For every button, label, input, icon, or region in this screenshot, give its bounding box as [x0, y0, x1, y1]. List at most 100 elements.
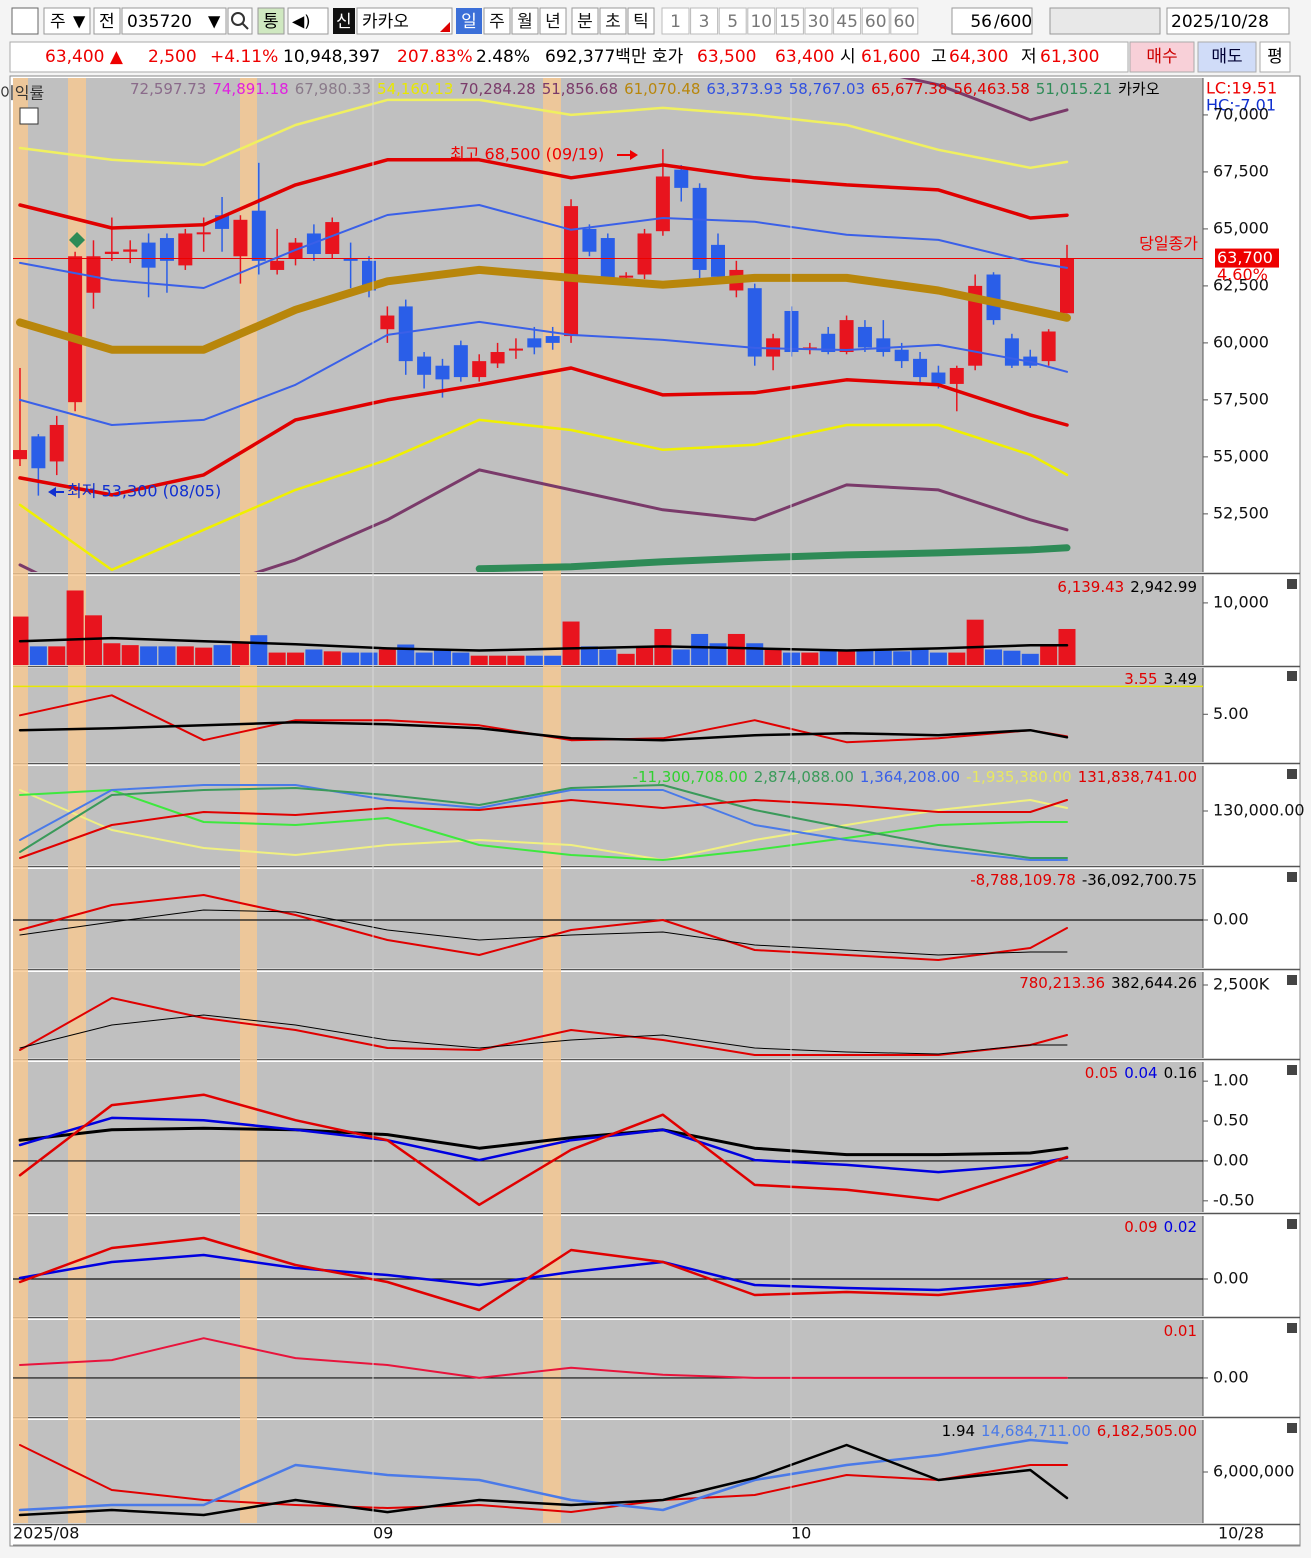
period-tab[interactable] [571, 7, 599, 35]
candle-body [821, 333, 836, 353]
period-tab-label: 월 [517, 12, 533, 32]
panel-close-button[interactable] [1287, 1065, 1297, 1075]
volume-bar [176, 646, 194, 665]
interval-button[interactable] [718, 7, 747, 35]
code-input[interactable] [121, 7, 227, 35]
candle-body [1004, 338, 1019, 366]
legend: 72,597.73 74,891.18 67,980.33 54,160.13 70,2… [130, 80, 1160, 98]
legend-item: 65,677.38 [871, 80, 947, 98]
buy-button[interactable] [1129, 41, 1195, 73]
volume-bar [966, 619, 984, 665]
indicator-line [19, 320, 1068, 426]
indicator-line [19, 789, 1068, 861]
volume-bar [323, 651, 341, 665]
indicator-line [475, 544, 1071, 572]
table-icon[interactable] [19, 107, 39, 125]
indicator-line [18, 418, 1069, 572]
panel-close-button[interactable] [1287, 1323, 1297, 1333]
legend-item: 14,684,711.00 [981, 1422, 1091, 1440]
panel-close-button[interactable] [1287, 579, 1297, 589]
legend: 3.55 3.49 [1124, 670, 1197, 688]
legend-item: 1,364,208.00 [860, 768, 960, 786]
period-tab[interactable] [539, 7, 567, 35]
panel-background [13, 1320, 1203, 1416]
legend: -8,788,109.78 -36,092,700.75 [970, 871, 1197, 889]
candle-body [49, 424, 64, 462]
panel-marks [13, 1337, 1203, 1379]
interval-button[interactable] [690, 7, 719, 35]
sin-button[interactable] [333, 8, 355, 34]
menu-button[interactable] [11, 7, 39, 35]
date-box[interactable] [1166, 7, 1290, 35]
legend-item: 56,463.58 [953, 80, 1029, 98]
signal-band [543, 78, 561, 1523]
panel-close-button[interactable] [1287, 769, 1297, 779]
interval-label: 60 [865, 12, 887, 32]
volume-bar [1040, 646, 1058, 665]
panel-close-button[interactable] [1287, 671, 1297, 681]
period-select[interactable] [43, 7, 91, 35]
indicator-line [19, 1337, 1068, 1379]
interval-button[interactable] [775, 7, 804, 35]
period-tab[interactable] [627, 7, 655, 35]
interval-label: 1 [670, 12, 681, 32]
volume-bar [929, 652, 947, 665]
y-tick-label: 60,000 [1213, 332, 1269, 351]
indicator-line [19, 1014, 1068, 1055]
interval-button[interactable] [861, 7, 890, 35]
period-tab[interactable] [483, 7, 511, 35]
period-tab[interactable] [511, 7, 539, 35]
panel-close-button[interactable] [1287, 1219, 1297, 1229]
period-tab[interactable] [599, 7, 627, 35]
tong-button[interactable] [257, 7, 285, 35]
candle-body [178, 233, 193, 266]
interval-button[interactable] [833, 7, 862, 35]
volume-bar [856, 650, 874, 665]
indicator-line [19, 784, 1068, 861]
y-tick-label: 1.00 [1213, 1071, 1249, 1090]
avg-button[interactable] [1259, 41, 1291, 73]
candle-body [159, 238, 174, 261]
legend-item: 0.04 [1124, 1064, 1157, 1082]
period-tab-label: 초 [605, 12, 621, 32]
volume-bar [911, 649, 929, 665]
prev-button[interactable] [93, 7, 121, 35]
volume-bar [360, 652, 378, 665]
indicator-line [18, 1443, 1069, 1517]
x-label: 10 [791, 1524, 811, 1543]
indicator-line [19, 894, 1068, 961]
sound-button[interactable] [287, 7, 329, 35]
volume-bar [672, 649, 690, 665]
panel-close-button[interactable] [1287, 1423, 1297, 1433]
y-tick-label: 62,500 [1213, 275, 1269, 294]
period-tab-label: 분 [577, 12, 593, 32]
legend-item: 72,597.73 [130, 80, 206, 98]
legend: 1.94 14,684,711.00 6,182,505.00 [942, 1422, 1197, 1440]
tool-icons[interactable] [1049, 7, 1161, 35]
name-box[interactable] [356, 7, 453, 35]
low-label: 저 [1021, 47, 1037, 67]
legend: 780,213.36 382,644.26 [1019, 974, 1197, 992]
panel-marks [18, 1438, 1069, 1517]
volume-bar [893, 651, 911, 665]
volume-bar [1058, 628, 1076, 665]
legend-item: 780,213.36 [1019, 974, 1105, 992]
candle-body [619, 275, 634, 278]
legend-item: 58,767.03 [789, 80, 865, 98]
indicator-line [19, 789, 1068, 861]
panel-close-button[interactable] [1287, 975, 1297, 985]
interval-button[interactable] [890, 7, 919, 35]
candle-body [123, 249, 138, 252]
sell-button[interactable] [1197, 41, 1257, 73]
period-tab-active[interactable] [456, 8, 482, 34]
count-box[interactable] [951, 7, 1033, 35]
volume-bar [819, 649, 837, 665]
interval-button[interactable] [804, 7, 833, 35]
interval-button[interactable] [747, 7, 776, 35]
buy: 매수 [1146, 47, 1177, 67]
y-tick-label: 57,500 [1213, 389, 1269, 408]
high: 64,300 [949, 47, 1008, 67]
panel-close-button[interactable] [1287, 872, 1297, 882]
candle-body [417, 356, 432, 375]
interval-button[interactable] [661, 7, 690, 35]
